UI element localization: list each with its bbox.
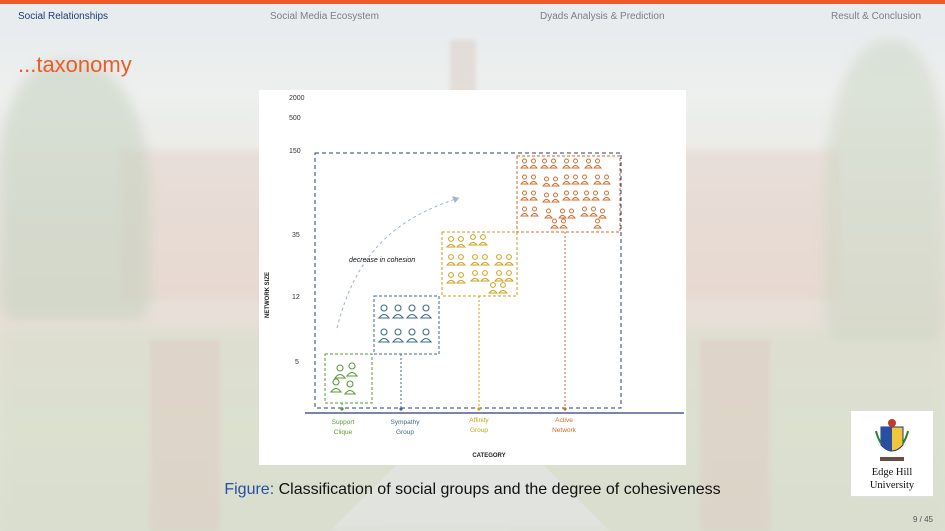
category-label-sympathy-line2: Group (396, 429, 414, 436)
x-axis-label: CATEGORY (472, 453, 505, 459)
category-label-support-line2: Clique (334, 429, 353, 436)
crest-icon (875, 419, 909, 461)
y-tick-label: 500 (289, 115, 301, 122)
outer-frame (314, 152, 622, 409)
category-label-affinity: Affinity (469, 417, 489, 424)
y-axis-label: NETWORK SIZE (265, 272, 271, 318)
logo-line-2: University (869, 480, 915, 491)
cohesion-arrow (336, 197, 460, 329)
top-accent-bar (0, 0, 945, 4)
support-clique-box (324, 353, 373, 404)
support-clique-people-icons (329, 362, 359, 395)
y-tick-label: 5 (295, 359, 299, 366)
y-tick-label: 150 (289, 148, 301, 155)
caption-label: Figure: (224, 481, 275, 498)
cohesion-arrow-head (452, 196, 459, 203)
nav-item-result-conclusion[interactable]: Result & Conclusion (831, 11, 922, 22)
category-label-affinity-line2: Group (470, 427, 488, 434)
nav-item-social-relationships[interactable]: Social Relationships (18, 11, 109, 22)
section-navigation: Social Relationships Social Media Ecosys… (0, 4, 945, 26)
category-label-active: Active (555, 417, 573, 424)
active-network-box (516, 155, 621, 233)
taxonomy-figure: 2000 500 150 35 12 5 NETWORK SIZE decrea… (259, 90, 686, 465)
slide-title: ...taxonomy (18, 52, 132, 77)
y-tick-label: 2000 (289, 95, 305, 102)
cohesion-annotation: decrease in cohesion (349, 257, 415, 264)
category-label-support: Support (332, 419, 355, 426)
logo-line-1: Edge Hill (871, 467, 913, 478)
sympathy-group-people-icons (377, 304, 433, 343)
category-label-sympathy: Sympathy (391, 419, 421, 426)
nav-item-dyads-analysis[interactable]: Dyads Analysis & Prediction (540, 11, 665, 22)
y-tick-label: 35 (292, 232, 300, 239)
affinity-group-people-icons (445, 234, 515, 294)
university-logo: Edge Hill University (850, 410, 934, 497)
page-number: 9 / 45 (912, 515, 933, 524)
figure-caption: Figure: Classification of social groups … (0, 481, 945, 499)
y-tick-label: 12 (292, 294, 300, 301)
sympathy-group-box (373, 295, 440, 355)
caption-text: Classification of social groups and the … (278, 481, 721, 498)
active-network-people-icons (520, 158, 611, 229)
nav-item-social-media-ecosystem[interactable]: Social Media Ecosystem (270, 11, 379, 22)
category-label-active-line2: Network (552, 427, 577, 434)
